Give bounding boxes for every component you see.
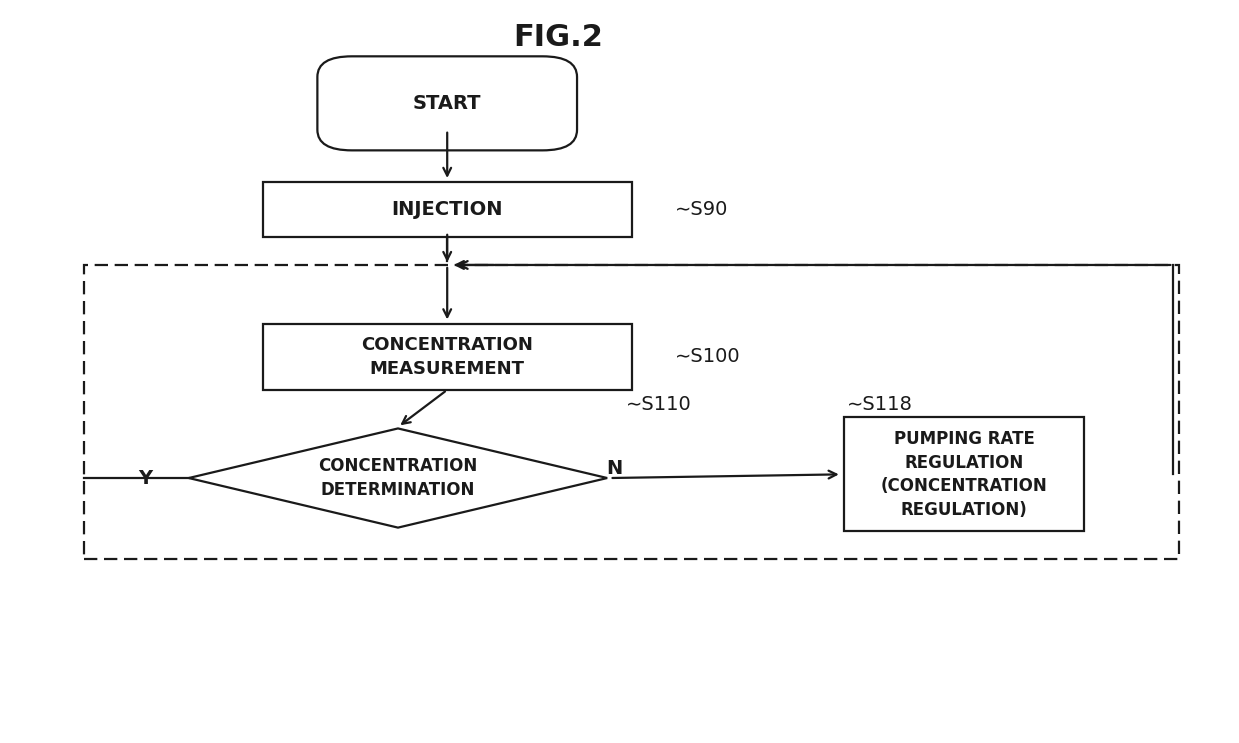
FancyBboxPatch shape	[317, 56, 577, 150]
Text: START: START	[413, 94, 482, 113]
Bar	[263, 324, 632, 390]
Text: ∼S90: ∼S90	[675, 201, 729, 219]
Text: ∼S118: ∼S118	[847, 395, 913, 414]
Text: PUMPING RATE
REGULATION
(CONCENTRATION
REGULATION): PUMPING RATE REGULATION (CONCENTRATION R…	[881, 430, 1047, 519]
Bar	[844, 418, 1084, 531]
Bar	[263, 182, 632, 238]
Text: INJECTION: INJECTION	[392, 201, 503, 219]
Polygon shape	[188, 429, 607, 528]
Text: Y: Y	[139, 469, 152, 487]
Text: N: N	[606, 459, 623, 478]
Bar	[84, 265, 1180, 559]
Text: ∼S100: ∼S100	[675, 347, 741, 366]
Text: ∼S110: ∼S110	[626, 395, 691, 414]
Text: FIG.2: FIG.2	[513, 23, 603, 52]
Text: CONCENTRATION
DETERMINATION: CONCENTRATION DETERMINATION	[318, 457, 477, 499]
Text: CONCENTRATION
MEASUREMENT: CONCENTRATION MEASUREMENT	[362, 336, 533, 377]
